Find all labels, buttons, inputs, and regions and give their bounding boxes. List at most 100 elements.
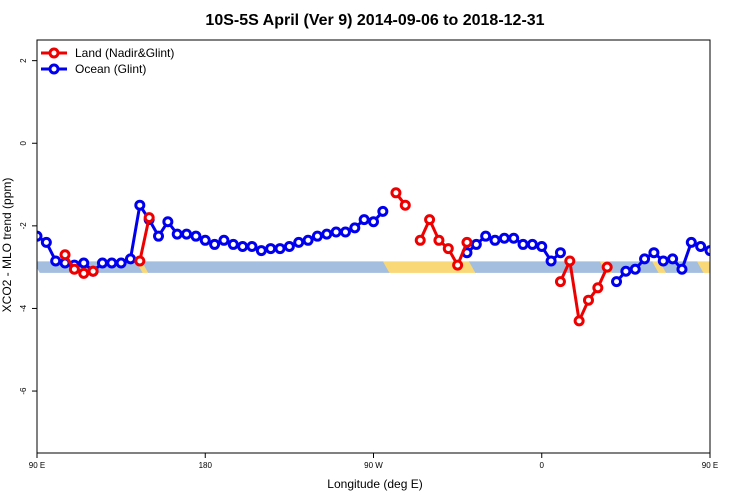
series-land-point [461,236,473,248]
series-ocean-point [676,263,688,275]
series-ocean-point [124,253,136,265]
series-land-point [592,282,604,294]
series-ocean-point [37,230,43,242]
series-land-point [424,214,436,226]
series-land-point [390,187,402,199]
series-land-line-2 [138,217,151,262]
series-ocean-point [639,253,651,265]
x-tick-label-0: 90 E [29,461,45,470]
series-ocean-point [743,259,750,267]
series-land-point [143,212,155,224]
y-tick-label-2: -2 [19,222,28,230]
y-axis-label: XCO2 - MLO trend (ppm) [0,178,14,313]
series-ocean-point [685,236,697,248]
series-ocean-point [377,205,389,217]
series-land-point [554,276,566,288]
series-ocean-point [667,253,679,265]
series-ocean-point [106,257,118,269]
series-ocean-point [218,234,230,246]
series-ocean-point [715,232,723,240]
series-ocean-point [339,226,351,238]
legend-ocean-marker [48,63,60,75]
series-ocean-point [517,238,529,250]
series-layer [37,187,750,327]
series-ocean-point [153,230,165,242]
y-tick-label-1: 0 [19,140,28,145]
series-ocean-point [265,243,277,255]
plot-frame [36,39,711,454]
series-land-point [134,255,146,267]
legend: Land (Nadir&Glint) Ocean (Glint) [41,46,174,76]
x-tick-label-1: 180 [199,461,213,470]
series-ocean-point [50,255,62,267]
series-ocean-point [199,234,211,246]
x-axis-label: Longitude (deg E) [327,477,422,491]
series-ocean-point [725,238,733,246]
series-ocean-point [246,241,258,252]
series-land-point [582,294,594,306]
y-tick-label-4: -6 [19,387,28,395]
series-ocean-point [657,255,669,267]
chart-title: 10S-5S April (Ver 9) 2014-09-06 to 2018-… [205,12,544,29]
series-ocean-point [536,241,548,252]
series-ocean-point [115,257,127,269]
y-tick-label-3: -4 [19,304,28,312]
series-ocean-point [321,228,333,240]
series-ocean-point [190,230,202,242]
y-tick-label-0: 2 [19,58,28,63]
series-ocean-point [78,257,90,269]
series-ocean-point [508,232,520,244]
series-land-point [564,255,576,267]
series-land-point [68,263,80,275]
series-ocean-point [611,276,623,288]
band-segment-ocean-2 [141,261,391,273]
series-ocean-point [498,232,510,244]
series-ocean-point [349,222,361,234]
series-ocean-point [330,226,342,238]
series-ocean-point [134,199,146,211]
series-ocean-point [181,228,193,240]
series-land-point [573,315,585,327]
legend-land-marker [48,47,60,59]
series-ocean-point [526,238,538,250]
band-segment-land-9 [696,261,710,273]
series-ocean-point [620,265,632,277]
series-land-point [433,234,445,246]
series-ocean-point [554,247,566,259]
series-ocean-point [470,238,482,250]
series-ocean-point [209,238,221,250]
series-land-point [78,267,90,279]
legend-land-label: Land (Nadir&Glint) [75,46,174,60]
series-land-point [743,265,750,273]
series-land-point [414,234,426,246]
series-ocean-point [283,241,295,252]
axes: 90 E 180 90 W 0 90 E 2 0 -2 -4 -6 [19,58,718,470]
series-ocean-point [274,243,286,255]
series-ocean-point [162,216,174,228]
x-tick-label-2: 90 W [364,461,383,470]
series-ocean-point [293,236,305,248]
band-segment-ocean-10 [728,262,750,273]
series-ocean-point [480,230,492,242]
series-land-point [442,243,454,255]
series-land-point [87,265,99,277]
series-ocean-point [545,255,557,267]
series-land-point [59,249,71,261]
band-segment-ocean-4 [468,261,608,273]
series-ocean-point [489,234,501,246]
series-ocean-point [704,245,710,257]
series-ocean-line-2 [615,240,710,283]
series-ocean-point [311,230,323,242]
series-ocean-point [368,216,379,228]
series-land-point [601,261,613,273]
x-tick-label-3: 0 [540,461,545,470]
series-ocean-point [96,257,108,269]
series-ocean-point [629,263,641,275]
series-ocean-point [358,214,370,226]
series-ocean-point [695,241,707,252]
series-land-point [399,199,411,211]
series-ocean-point [302,234,314,246]
series-ocean-point [255,245,267,257]
series-ocean-point [734,257,742,265]
